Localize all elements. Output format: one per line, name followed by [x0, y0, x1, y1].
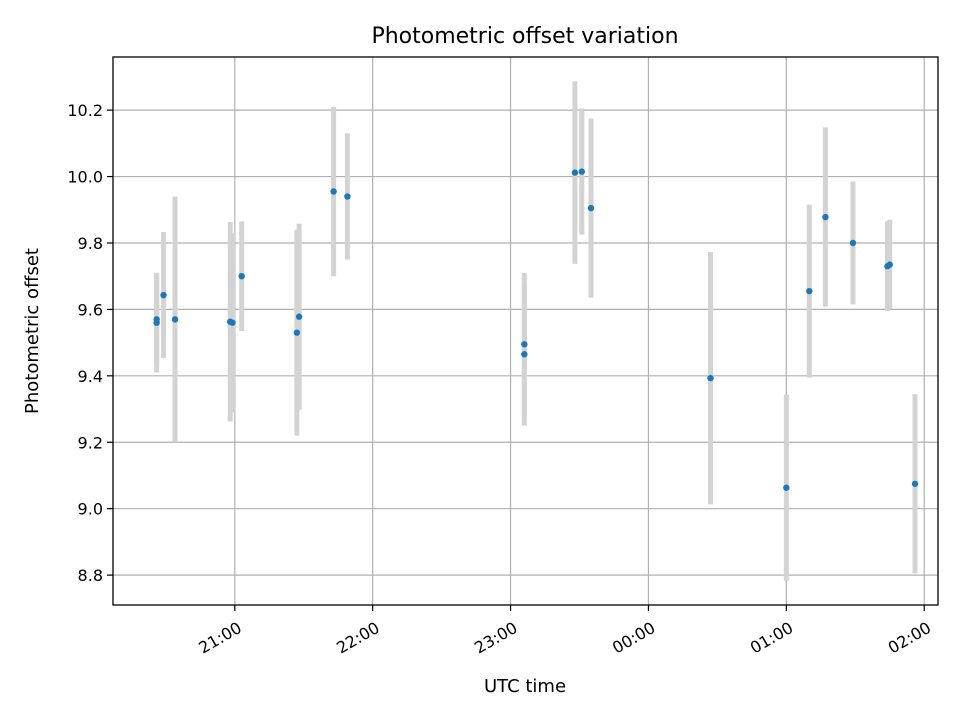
y-axis-label: Photometric offset	[22, 248, 43, 414]
x-axis-label: UTC time	[484, 676, 566, 697]
y-tick-label: 9.4	[78, 367, 103, 386]
data-point	[783, 484, 790, 491]
data-point	[578, 168, 586, 175]
data-point	[521, 341, 528, 348]
data-points	[153, 168, 919, 491]
y-tick-label: 9.6	[78, 300, 103, 319]
data-point	[822, 213, 829, 221]
data-point	[886, 261, 893, 268]
data-point	[238, 273, 245, 280]
data-point	[806, 287, 813, 295]
y-tick-label: 10.2	[67, 101, 103, 120]
data-point	[293, 329, 301, 336]
data-point	[911, 480, 919, 487]
grid	[113, 57, 938, 605]
y-tick-label: 8.8	[78, 566, 103, 585]
y-tick-label: 10.0	[67, 168, 103, 187]
data-point	[344, 193, 351, 200]
data-point	[587, 204, 595, 212]
data-point	[707, 374, 714, 382]
data-point	[229, 319, 236, 326]
data-point	[571, 169, 579, 176]
data-point	[160, 291, 167, 299]
y-axis-ticks: 8.8 9.0 9.2 9.4 9.6 9.8 10.0 10.2	[67, 101, 113, 585]
y-tick-label: 9.0	[78, 500, 103, 519]
chart-title: Photometric offset variation	[371, 24, 678, 49]
y-tick-label: 9.8	[78, 234, 103, 253]
data-point	[295, 313, 303, 320]
y-tick-label: 9.2	[78, 433, 103, 452]
data-point	[171, 316, 179, 323]
data-point	[153, 316, 160, 323]
data-point	[849, 239, 857, 247]
plot-frame	[112, 56, 939, 606]
data-point	[521, 351, 528, 358]
data-point	[330, 188, 337, 195]
